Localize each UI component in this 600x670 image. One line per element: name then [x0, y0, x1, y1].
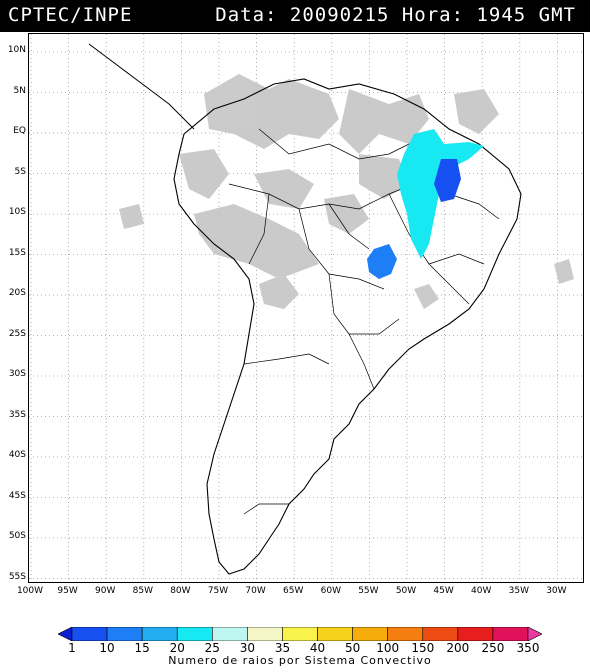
legend-swatch: [282, 627, 318, 641]
lat-label: 5N: [13, 85, 26, 96]
legend-swatch: [317, 627, 353, 641]
lightning-system-bahia: [434, 159, 461, 202]
lat-label: 40S: [8, 450, 26, 460]
map-canvas: [29, 34, 583, 582]
lightning-system-northeast: [397, 129, 484, 259]
legend-swatch: [58, 627, 73, 641]
central-america-coastline: [88, 43, 195, 130]
lon-label: 60W: [320, 586, 341, 596]
lat-label: 20S: [8, 288, 26, 298]
legend-value: 250: [481, 641, 505, 655]
legend-swatch: [492, 627, 529, 641]
datetime-label: Data: 20090215 Hora: 1945 GMT: [215, 4, 576, 26]
lat-label: 50S: [8, 531, 26, 541]
south-america-coastline: [173, 78, 522, 575]
lon-label: 75W: [207, 586, 229, 596]
legend-swatch: [106, 627, 143, 641]
map-panel: [28, 33, 584, 583]
legend-value: 150: [411, 641, 435, 655]
lat-label: 45S: [8, 490, 26, 501]
lat-label: EQ: [13, 126, 26, 136]
lat-label: 55S: [8, 571, 26, 582]
legend-swatch: [422, 627, 459, 641]
lat-label: 10S: [8, 207, 26, 217]
legend-value: 25: [204, 641, 220, 655]
legend-caption: Numero de raios por Sistema Convectivo: [168, 654, 432, 667]
legend-value: 30: [239, 641, 256, 655]
lightning-system-goias: [367, 244, 397, 279]
lat-label: 5S: [14, 166, 26, 177]
lon-label: 30W: [546, 586, 567, 596]
legend-value: 1: [68, 641, 76, 655]
lat-label: 25S: [8, 328, 26, 339]
legend-value: 350: [516, 641, 540, 655]
lat-label: 10N: [7, 45, 26, 55]
legend-swatch: [71, 627, 108, 641]
legend-value: 100: [376, 641, 400, 655]
lon-label: 70W: [245, 586, 266, 596]
legend-value: 15: [134, 641, 150, 655]
legend-value: 50: [344, 641, 361, 655]
legend-swatch: [527, 627, 542, 641]
legend-value: 40: [309, 641, 326, 655]
legend-value: 20: [169, 641, 185, 655]
legend-colorbar: [58, 627, 542, 641]
lon-label: 55W: [358, 586, 379, 596]
legend-value: 35: [274, 641, 291, 655]
lon-label: 40W: [471, 586, 492, 596]
legend-swatch: [141, 627, 178, 641]
lat-label: 35S: [8, 409, 26, 420]
lon-label: 80W: [170, 586, 191, 596]
lat-label: 30S: [8, 369, 26, 379]
cloud-cover: [119, 74, 574, 309]
legend-swatch: [352, 627, 388, 641]
lon-label: 90W: [95, 586, 116, 596]
lightning-systems: [367, 129, 484, 279]
lon-label: 45W: [433, 586, 454, 596]
lon-label: 100W: [16, 586, 44, 596]
title-bar: CPTEC/INPE Data: 20090215 Hora: 1945 GMT: [0, 0, 590, 32]
lon-label: 35W: [508, 586, 529, 596]
lon-label: 65W: [283, 586, 304, 596]
legend-swatch: [457, 627, 494, 641]
source-label: CPTEC/INPE: [8, 4, 133, 26]
legend-value: 10: [99, 641, 115, 655]
legend-value: 200: [446, 641, 470, 655]
legend-swatch: [212, 627, 248, 641]
legend-swatch: [176, 627, 213, 641]
legend-swatch: [247, 627, 283, 641]
lon-label: 85W: [132, 586, 153, 596]
lon-label: 50W: [395, 586, 417, 596]
legend-swatch: [387, 627, 424, 641]
lon-label: 95W: [57, 586, 78, 596]
lat-label: 15S: [8, 247, 26, 258]
